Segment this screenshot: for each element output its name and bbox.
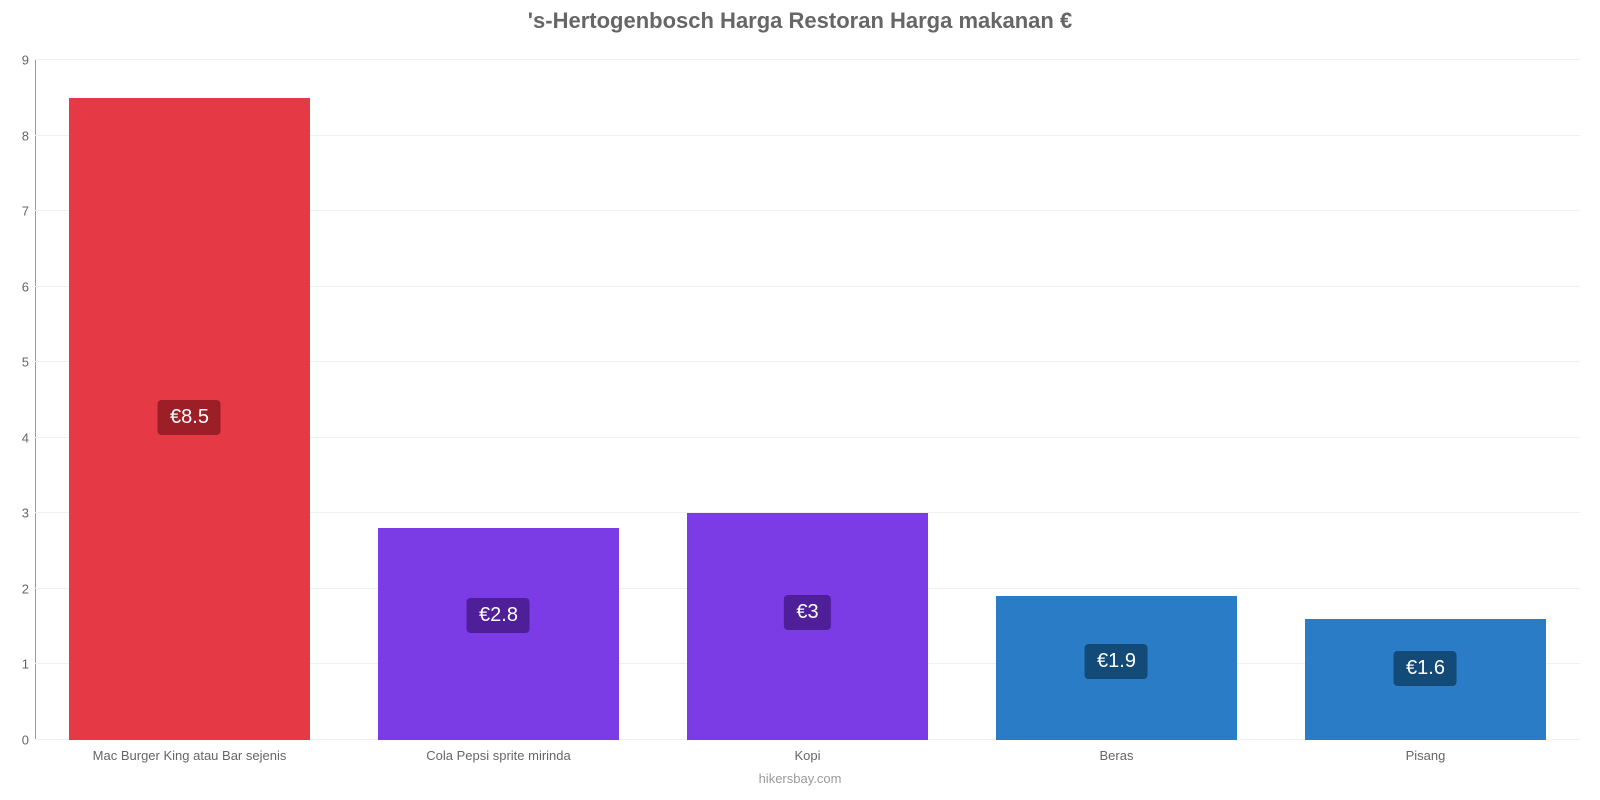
bar: €1.9 [996,596,1237,740]
y-axis-tick-label: 1 [22,657,29,672]
y-axis-tick-label: 4 [22,430,29,445]
chart-title: 's-Hertogenbosch Harga Restoran Harga ma… [0,8,1600,34]
y-axis-tick-label: 6 [22,279,29,294]
y-axis-tick-label: 9 [22,53,29,68]
x-axis-tick-label: Kopi [794,748,820,763]
plot-area: 0123456789€8.5Mac Burger King atau Bar s… [35,60,1580,740]
bar-value-label: €3 [784,595,830,630]
bar-value-label: €1.6 [1394,651,1457,686]
grid-line [35,59,1580,60]
bar-value-label: €8.5 [158,400,221,435]
y-axis-tick-label: 2 [22,581,29,596]
bar-value-label: €2.8 [467,598,530,633]
y-axis-tick-label: 5 [22,355,29,370]
y-axis-tick-label: 8 [22,128,29,143]
x-axis-tick-label: Beras [1100,748,1134,763]
y-axis-tick-label: 3 [22,506,29,521]
y-axis-line [35,60,36,740]
bar: €2.8 [378,528,619,740]
source-label: hikersbay.com [0,771,1600,786]
x-axis-tick-label: Mac Burger King atau Bar sejenis [93,748,287,763]
x-axis-tick-label: Cola Pepsi sprite mirinda [426,748,571,763]
bar-value-label: €1.9 [1085,644,1148,679]
bar: €3 [687,513,928,740]
bar: €1.6 [1305,619,1546,740]
chart-container: 's-Hertogenbosch Harga Restoran Harga ma… [0,0,1600,800]
x-axis-tick-label: Pisang [1406,748,1446,763]
y-axis-tick-label: 0 [22,733,29,748]
bar: €8.5 [69,98,310,740]
y-axis-tick-label: 7 [22,204,29,219]
